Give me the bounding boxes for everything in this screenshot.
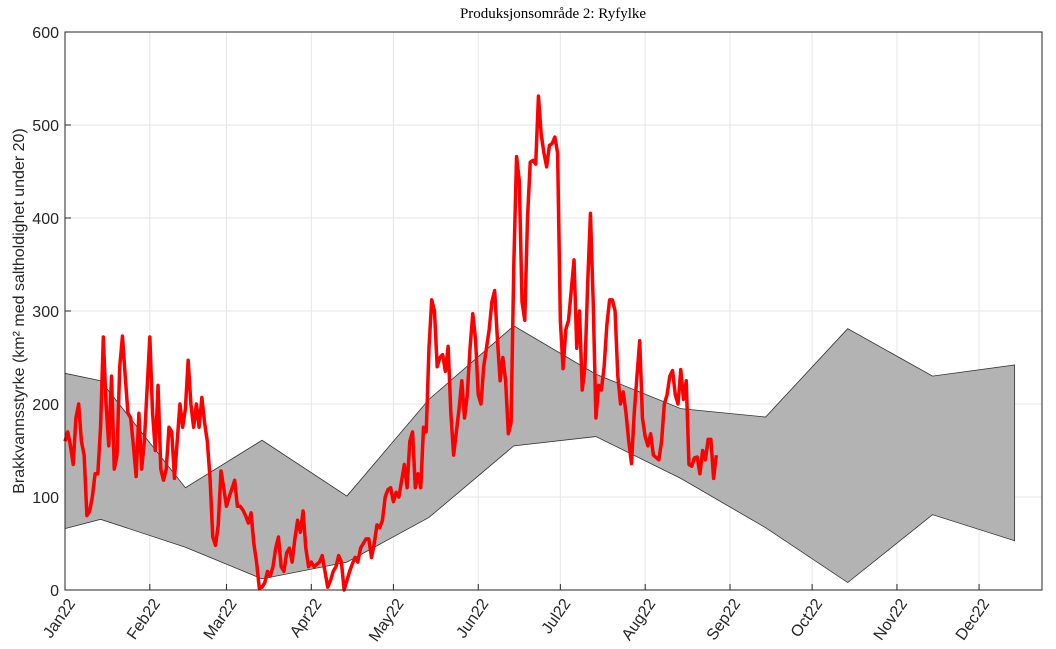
data-line — [63, 94, 719, 592]
y-tick-label: 200 — [32, 397, 59, 414]
x-tick-label: Sep22 — [704, 596, 745, 644]
x-tick-label: Mar22 — [201, 596, 241, 643]
x-tick-label: May22 — [366, 596, 408, 645]
x-tick-label: Feb22 — [124, 596, 164, 643]
x-tick-label: Nov22 — [871, 596, 912, 644]
axes-box — [64, 31, 1043, 591]
y-tick-label: 600 — [32, 25, 59, 42]
y-axis-label: Brakkvannsstyrke (km² med saltholdighet … — [11, 128, 28, 494]
y-tick-label: 300 — [32, 304, 59, 321]
y-tick-label: 0 — [50, 583, 59, 600]
x-tick-label: Jul22 — [539, 596, 575, 637]
x-tick-label: Aug22 — [619, 596, 660, 644]
x-tick-label: Dec22 — [953, 596, 994, 644]
x-tick-label: Oct22 — [788, 596, 826, 641]
y-tick-label: 500 — [32, 118, 59, 135]
y-tick-label: 400 — [32, 211, 59, 228]
y-tick-label: 100 — [32, 490, 59, 507]
x-tick-label: Jan22 — [40, 596, 79, 642]
x-tick-label: Jun22 — [454, 596, 493, 642]
chart-title: Produksjonsområde 2: Ryfylke — [460, 6, 646, 22]
x-tick-label: Apr22 — [287, 596, 325, 641]
